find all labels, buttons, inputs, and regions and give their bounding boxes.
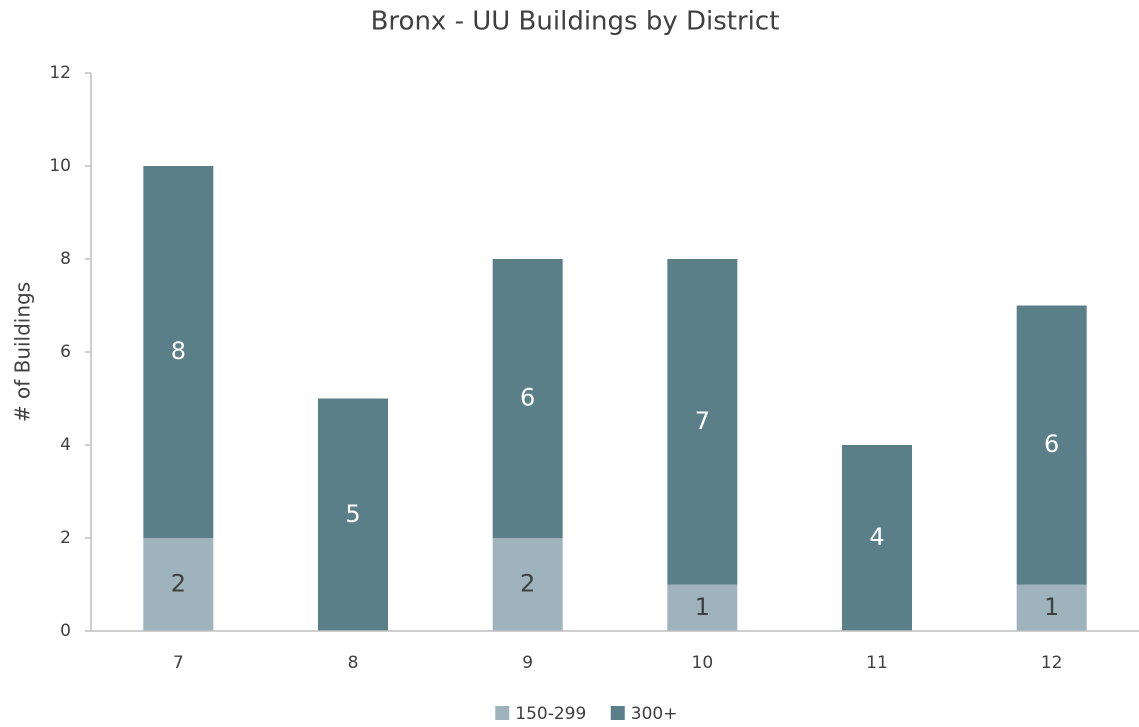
- x-tick-label: 12: [1041, 653, 1063, 673]
- data-label: 4: [869, 523, 884, 551]
- y-tick-label: 4: [60, 435, 71, 455]
- y-tick-label: 6: [60, 342, 71, 362]
- bar-segment: [667, 584, 738, 631]
- x-tick-label: 10: [692, 653, 714, 673]
- legend-swatch: [610, 706, 625, 720]
- y-tick-label: 2: [60, 528, 71, 548]
- x-tick-label: 8: [348, 653, 359, 673]
- data-label: 5: [345, 500, 360, 528]
- y-tick-label: 12: [49, 63, 71, 83]
- data-label: 2: [171, 570, 186, 598]
- bar-segment: [318, 398, 388, 631]
- x-tick-label: 7: [173, 653, 184, 673]
- y-axis-label: # of Buildings: [11, 282, 35, 422]
- data-label: 1: [695, 593, 710, 621]
- bar-segment: [492, 538, 563, 631]
- bar-segment: [1016, 305, 1087, 585]
- y-tick-label: 0: [60, 621, 71, 641]
- legend-label: 300+: [631, 704, 678, 724]
- legend-swatch: [495, 706, 510, 720]
- data-label: 1: [1044, 593, 1059, 621]
- y-tick-label: 10: [49, 156, 71, 176]
- bar-segment: [492, 259, 563, 538]
- x-tick-label: 11: [866, 653, 888, 673]
- data-label: 7: [695, 407, 710, 435]
- bar-segment: [143, 538, 214, 631]
- bar-segment: [1016, 584, 1087, 631]
- legend-label: 150-299: [515, 704, 586, 724]
- data-label: 8: [171, 337, 186, 365]
- bar-segment: [842, 445, 912, 631]
- y-tick-label: 8: [60, 249, 71, 269]
- bar-segment: [667, 259, 738, 585]
- x-tick-label: 9: [522, 653, 533, 673]
- bar-segment: [143, 166, 214, 538]
- data-label: 6: [1044, 430, 1059, 458]
- chart-title: Bronx - UU Buildings by District: [371, 7, 780, 37]
- data-label: 6: [520, 384, 535, 412]
- data-label: 2: [520, 570, 535, 598]
